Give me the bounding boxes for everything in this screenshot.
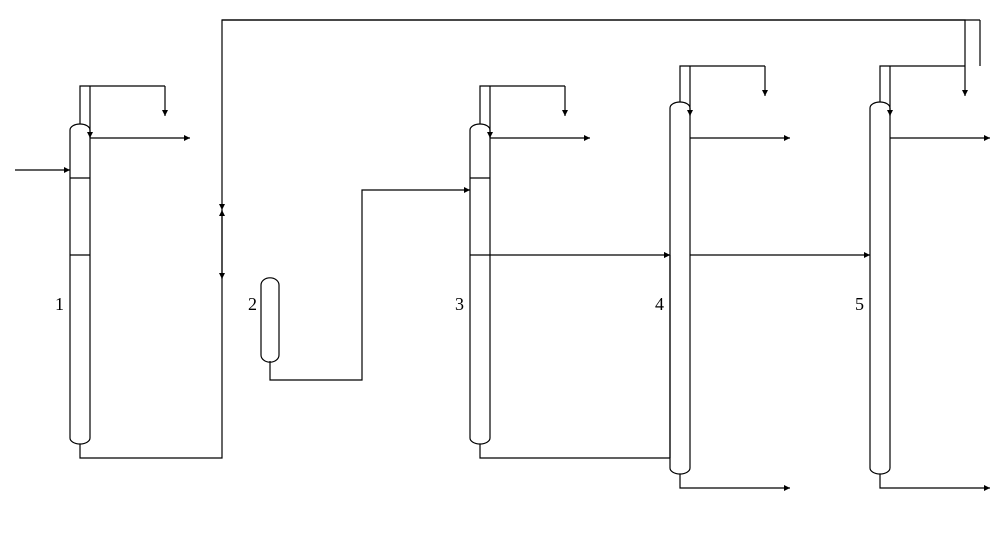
label-unit2: 2 <box>248 294 257 314</box>
label-col5: 5 <box>855 294 864 314</box>
label-col1: 1 <box>55 294 64 314</box>
label-col4: 4 <box>655 294 664 314</box>
process-flow-diagram: 1 3 4 5 2 <box>0 0 1000 556</box>
label-col3: 3 <box>455 294 464 314</box>
